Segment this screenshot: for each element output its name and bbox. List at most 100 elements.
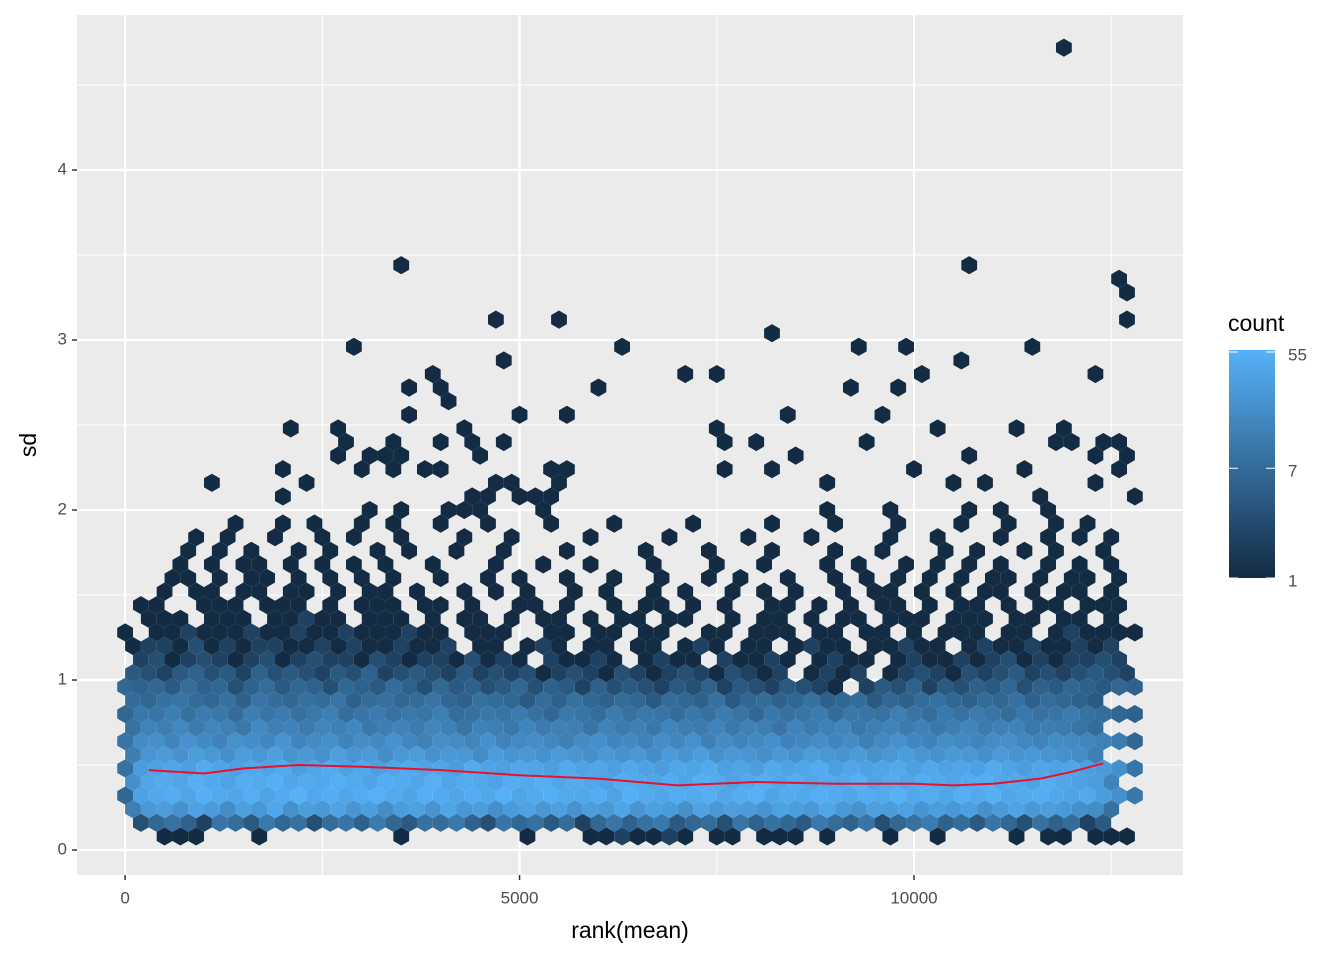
hex-bin [322,677,339,696]
legend-label: 1 [1288,571,1297,590]
hex-bin [480,732,496,751]
hex-bin [211,704,228,724]
hex-bin [527,596,544,615]
hex-bin [803,664,820,683]
hex-bin [1040,500,1056,520]
hex-bin [866,745,883,764]
hex-bin [866,636,883,656]
hex-bin [156,800,173,819]
hex-bin [748,759,765,778]
hex-bin [180,541,197,560]
hex-bin [180,677,197,696]
hex-bin [582,609,599,628]
hex-bin [937,786,954,805]
hex-bin [188,582,205,601]
hex-bin [172,827,189,846]
hex-bin [953,759,970,778]
hex-bin [850,337,867,356]
hex-bin [164,650,181,669]
hex-bin [945,745,962,764]
hex-bin [622,704,638,724]
hex-bin [953,677,970,696]
hex-bin [527,759,544,778]
hex-bin [377,772,394,792]
hex-bin [724,582,741,601]
hex-bin [385,596,402,615]
hex-bin [440,664,457,683]
hex-bin [164,568,181,588]
hex-bin [464,432,481,452]
hex-bin [969,786,985,805]
hex-bin [1071,636,1088,656]
hex-bin [1032,596,1049,615]
hex-bin [929,528,946,547]
hex-bin [645,691,662,710]
hex-bin [874,541,891,560]
hex-bin [156,745,173,764]
hex-bin [701,677,717,696]
hex-bin [590,677,607,696]
hex-bin [701,704,717,724]
hex-bin [1095,732,1112,751]
hex-bin [227,704,244,724]
hex-bin [432,786,449,805]
hex-bin [211,623,228,642]
hex-bin [756,691,772,710]
hex-bin [835,772,851,792]
legend-label: 55 [1288,345,1307,364]
hex-bin [779,677,796,696]
hex-bin [858,432,875,452]
hex-bin [133,704,149,724]
hex-bin [685,786,701,805]
hex-bin [456,582,473,601]
hex-bin [819,772,836,792]
hex-bin [140,718,157,737]
hex-bin [984,568,1001,588]
hex-bin [913,800,930,819]
hex-bin [827,704,843,724]
hex-bin [637,704,654,724]
hex-bin [1055,827,1072,846]
hex-bin [835,691,851,710]
hex-bin [204,609,220,628]
hex-bin [906,623,922,642]
hex-bin [779,623,796,642]
hex-bin [606,786,623,805]
hex-bin [693,636,709,656]
hex-bin [1111,786,1127,805]
hex-bin [953,568,970,588]
hex-bin [590,732,607,751]
hex-bin [764,759,780,778]
hex-bin [551,609,567,628]
hex-bin [701,623,717,642]
hex-bin [977,664,993,683]
hex-bin [393,827,410,846]
hex-bin [598,691,615,710]
hex-bin [779,786,796,805]
hex-bin [188,827,205,846]
hex-bin [1071,582,1088,601]
hex-bin [393,800,410,819]
hex-bin [259,813,276,832]
hex-bin [527,677,544,696]
hex-bin [850,800,867,819]
hex-bin [393,500,410,520]
hex-bin [898,609,914,628]
hex-bin [630,609,646,628]
hex-bin [361,609,378,628]
hex-bin [125,691,141,710]
hex-bin [740,528,757,547]
hex-bin [503,609,520,628]
hex-bin [772,800,788,819]
hex-bin [417,759,433,778]
hex-bin [330,664,347,683]
hex-bin [180,786,197,805]
hex-bin [906,813,922,832]
hex-bin [724,800,741,819]
hex-bin [937,541,954,560]
hex-bin [779,704,796,724]
hex-bin [598,718,615,737]
hex-bin [661,609,678,628]
hex-bin [559,405,575,424]
hex-bin [164,623,181,642]
